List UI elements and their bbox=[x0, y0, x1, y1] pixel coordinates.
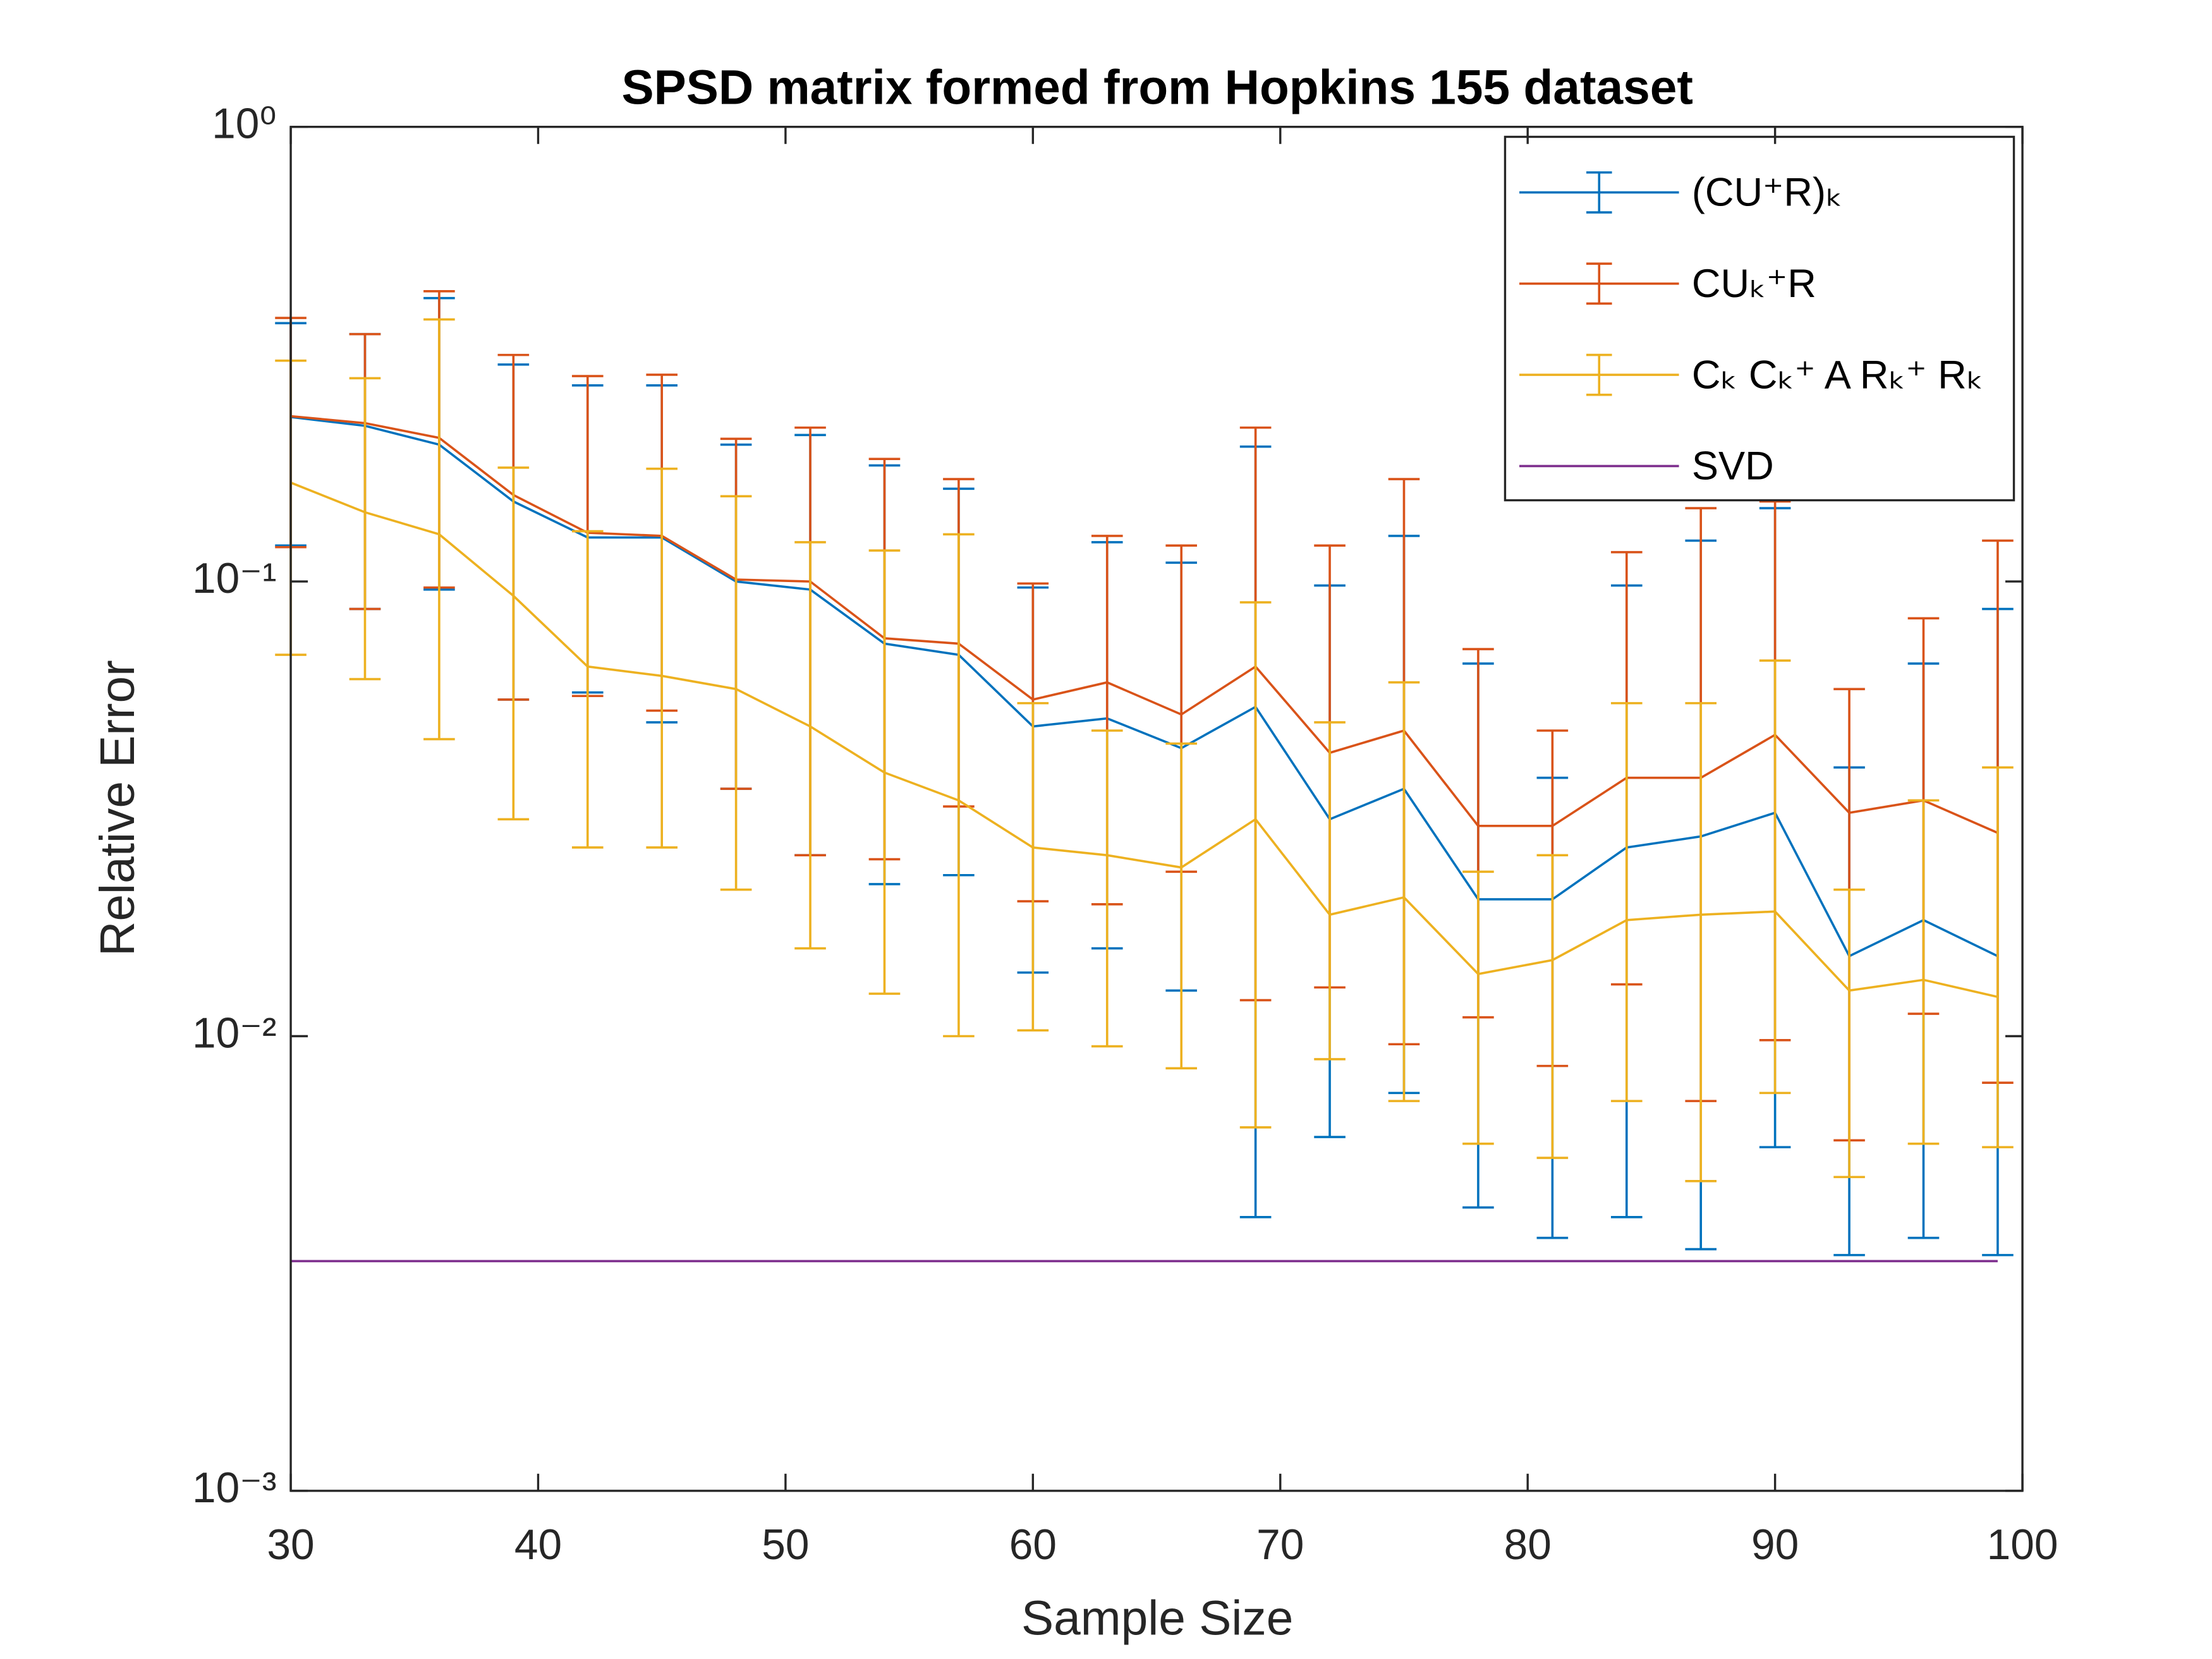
axes-box bbox=[289, 126, 2024, 1492]
chart-title: SPSD matrix formed from Hopkins 155 data… bbox=[621, 61, 1692, 115]
x-tick-label: 40 bbox=[514, 1521, 562, 1569]
legend-label: CUₖ⁺R bbox=[1692, 262, 1816, 306]
legend: (CU⁺R)ₖ CUₖ⁺R Cₖ Cₖ⁺ A Rₖ⁺ Rₖ SVD bbox=[1504, 135, 2015, 502]
y-tick-label: 10⁻³ bbox=[192, 1464, 276, 1512]
legend-box bbox=[1504, 135, 2015, 502]
y-tick-label: 10⁰ bbox=[212, 100, 276, 148]
y-axis-label: Relative Error bbox=[91, 660, 145, 956]
legend-label: Cₖ Cₖ⁺ A Rₖ⁺ Rₖ bbox=[1692, 353, 1984, 397]
y-tick-label: 10⁻² bbox=[192, 1009, 276, 1057]
series-line bbox=[290, 481, 1998, 999]
legend-label: (CU⁺R)ₖ bbox=[1692, 171, 1843, 215]
x-tick-label: 80 bbox=[1504, 1521, 1552, 1569]
legend-label: SVD bbox=[1692, 444, 1774, 489]
x-tick-label: 50 bbox=[762, 1521, 809, 1569]
x-tick-label: 90 bbox=[1751, 1521, 1799, 1569]
y-tick-label: 10⁻¹ bbox=[192, 555, 276, 602]
plot-layer bbox=[275, 289, 2014, 1263]
series bbox=[275, 318, 2014, 1182]
x-tick-label: 60 bbox=[1009, 1521, 1057, 1569]
x-tick-label: 70 bbox=[1256, 1521, 1304, 1569]
series-line bbox=[290, 415, 1998, 834]
x-tick-label: 100 bbox=[1987, 1521, 2058, 1569]
x-axis-label: Sample Size bbox=[1021, 1592, 1293, 1646]
x-tick-label: 30 bbox=[267, 1521, 314, 1569]
